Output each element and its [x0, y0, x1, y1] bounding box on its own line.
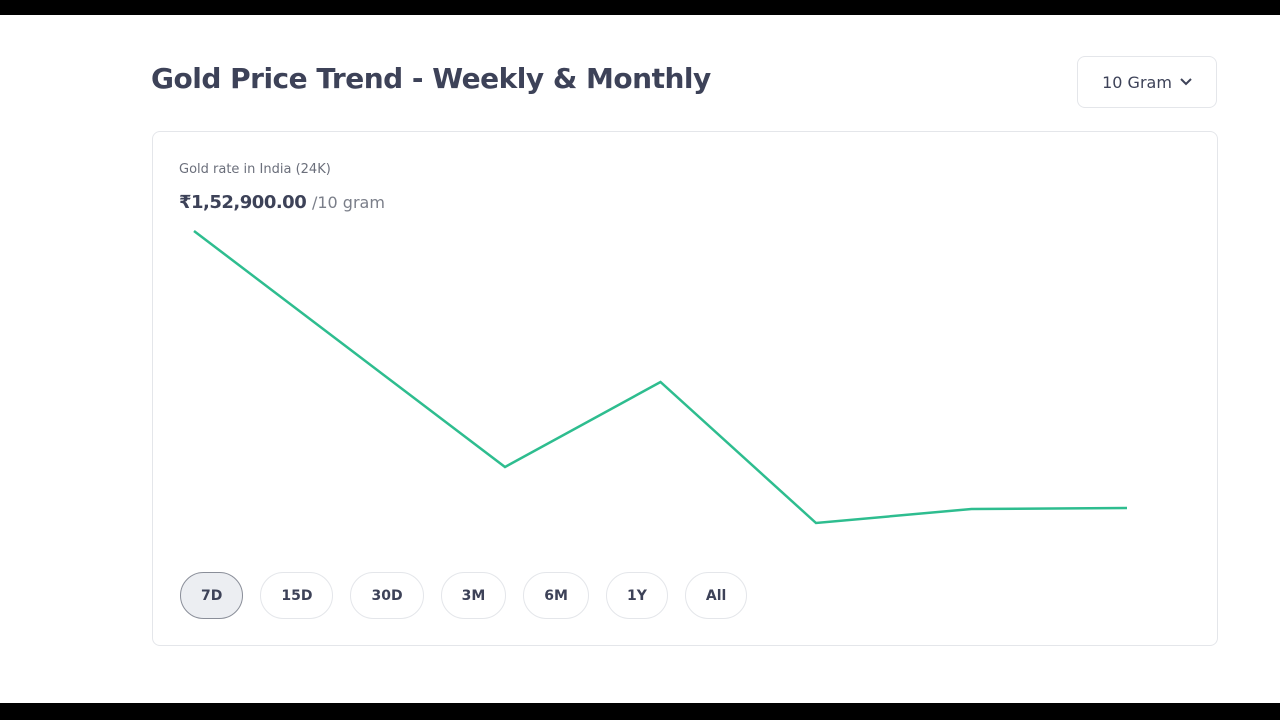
- price-unit: /10 gram: [311, 193, 385, 212]
- chart-subtitle: Gold rate in India (24K): [179, 162, 331, 177]
- price-line: [193, 230, 1128, 525]
- range-button[interactable]: 7D: [180, 572, 244, 619]
- page-title: Gold Price Trend - Weekly & Monthly: [151, 62, 711, 95]
- range-button[interactable]: 15D: [260, 572, 334, 619]
- bottom-bar: [0, 703, 1280, 720]
- range-button[interactable]: 3M: [440, 572, 507, 619]
- chart-card: [152, 131, 1218, 646]
- range-button[interactable]: 30D: [350, 572, 424, 619]
- range-buttons: 7D 15D 30D 3M 6M 1Y All: [180, 572, 748, 619]
- range-button[interactable]: 6M: [523, 572, 589, 619]
- range-button[interactable]: All: [684, 572, 748, 619]
- unit-dropdown[interactable]: 10 Gram: [1077, 56, 1217, 108]
- top-bar: [0, 0, 1280, 15]
- chevron: [1180, 78, 1192, 86]
- range-button[interactable]: 1Y: [605, 572, 668, 619]
- unit-label: 10 Gram: [1102, 72, 1172, 92]
- price: ₹1,52,900.00 /10 gram: [179, 192, 385, 213]
- price-value: ₹1,52,900.00: [179, 192, 307, 213]
